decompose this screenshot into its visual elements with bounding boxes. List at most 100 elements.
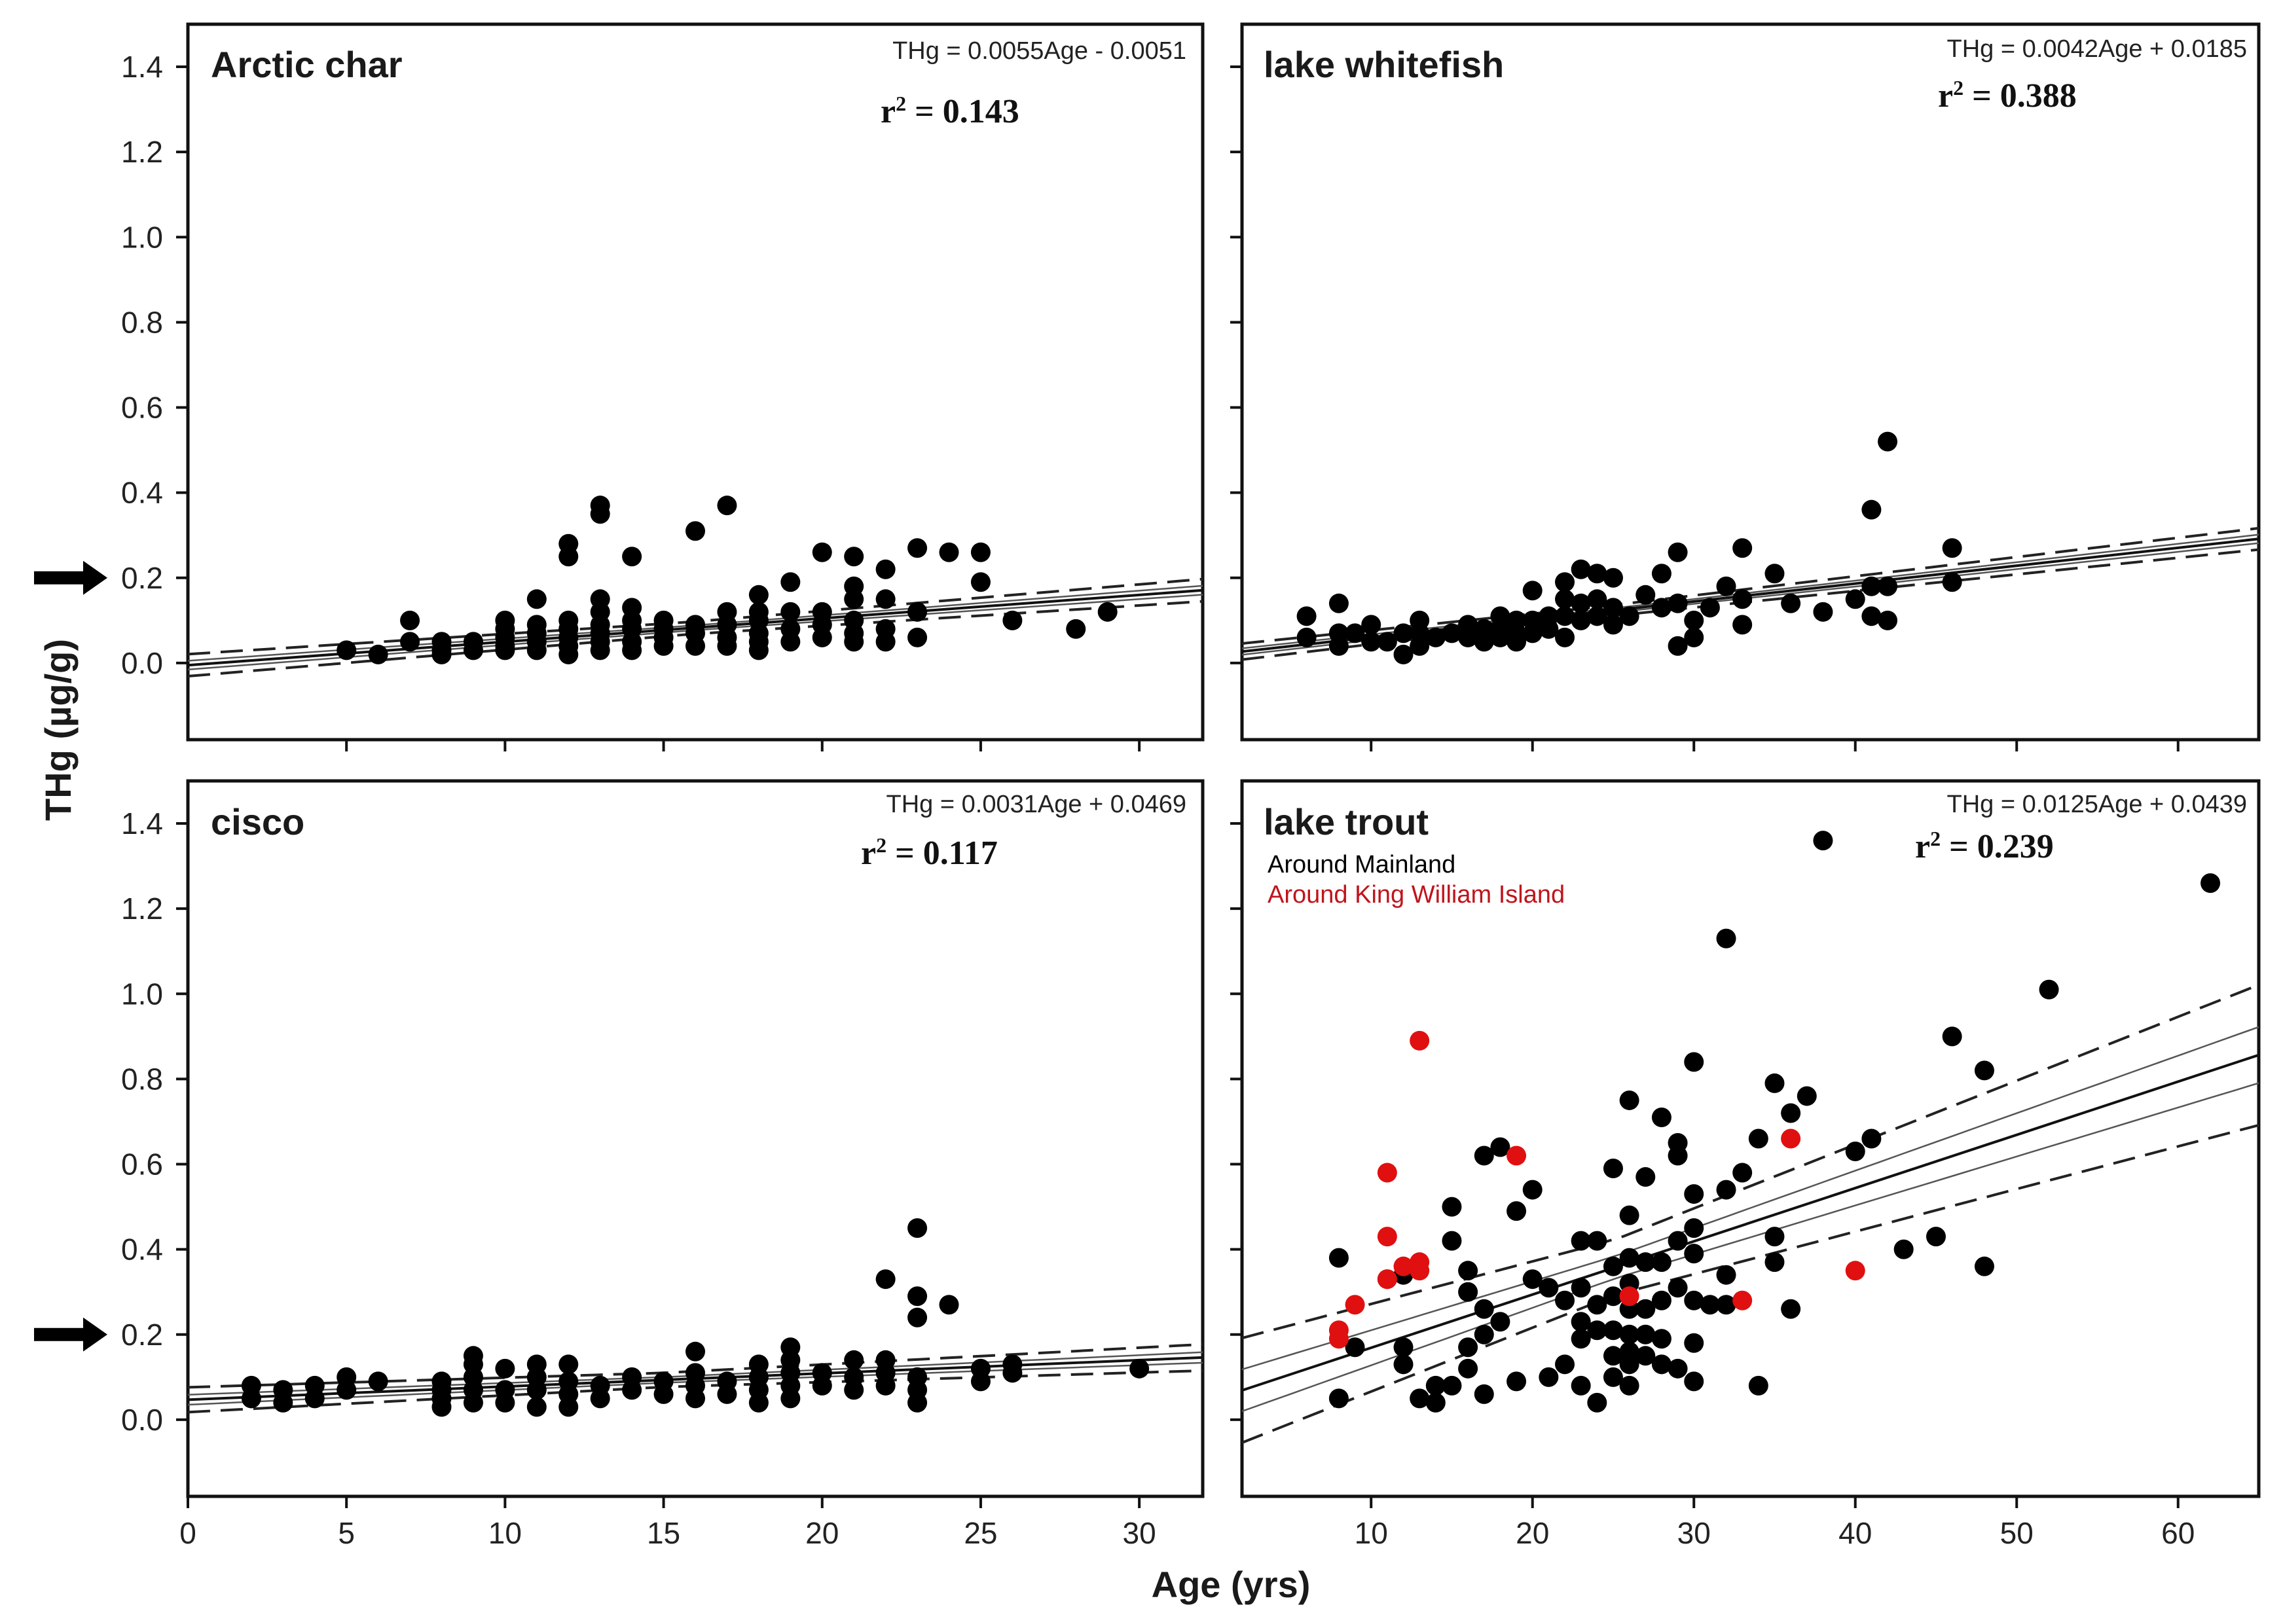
data-point [1651,1290,1671,1310]
y-tick-label: 0.6 [121,391,163,425]
data-points [241,1218,1150,1417]
r2-value: = 0.388 [1963,77,2077,115]
data-point [812,1375,832,1396]
data-point [1458,627,1478,647]
y-tick-label: 0.8 [121,1062,163,1096]
data-point [1442,623,1462,643]
data-point [1716,928,1736,948]
data-point [622,1380,642,1400]
data-point [1732,589,1753,609]
data-point [685,1388,705,1409]
data-point [939,542,959,562]
regression-line [1242,1053,2259,1392]
data-point [685,521,705,541]
data-point [1555,1290,1575,1310]
y-tick-label: 0.0 [121,1403,163,1437]
axis-ticks: 0.0 0.2 0.4 0.6 0.8 1.0 1.2 1.4 [34,50,1141,751]
y-tick-label: 0.2 [121,561,163,595]
data-point [1522,1180,1543,1200]
data-point [1878,576,1898,596]
data-point [368,1371,388,1392]
data-point [1603,615,1623,635]
data-point [717,496,737,516]
data-point [1684,1218,1704,1238]
data-point [907,1307,928,1327]
regression-equation: THg = 0.0031Age + 0.0469 [886,791,1186,818]
data-point [1651,564,1671,584]
data-point [1296,627,1317,647]
r-squared: r2 = 0.388 [1938,76,2077,115]
data-point-king-william [1345,1295,1365,1315]
data-point [1716,1180,1736,1200]
data-point [1603,1320,1623,1341]
r2-superscript: 2 [896,92,906,115]
data-point [1555,572,1575,592]
data-point [1684,627,1704,647]
data-point [1442,1231,1462,1251]
data-point [844,1350,864,1370]
ci-upper-line [1242,983,2259,1340]
data-point [1684,1290,1704,1310]
data-point [1700,598,1720,618]
data-point [1635,1299,1656,1319]
data-point [526,589,547,609]
data-point [1587,1392,1607,1413]
data-point [431,644,452,664]
data-point [844,547,864,567]
axis-ticks [1230,65,2180,751]
data-point [1668,1278,1688,1298]
data-point [495,640,515,660]
data-point [685,1341,705,1362]
regression-equation: THg = 0.0042Age + 0.0185 [1947,35,2247,63]
panel-frame [186,779,1205,1498]
data-point [1539,1367,1559,1387]
data-point [1619,1354,1639,1375]
data-point [1861,606,1882,626]
data-point [1700,1295,1720,1315]
r-squared: r2 = 0.239 [1915,827,2054,865]
data-point [368,644,388,664]
data-point [1635,585,1656,605]
x-tick-label: 15 [647,1516,680,1550]
data-point [558,644,579,664]
data-point [1619,1205,1639,1225]
data-point [431,1397,452,1417]
data-point [875,589,896,609]
data-point [1748,1128,1768,1149]
data-point [1571,1375,1591,1396]
data-point-king-william [1377,1227,1397,1247]
data-point [526,1397,547,1417]
data-point [590,1388,610,1409]
data-point-king-william [1410,1261,1430,1281]
data-point [1377,632,1397,652]
data-point-king-william [1377,1269,1397,1290]
data-point [1651,1329,1671,1349]
data-point [241,1388,261,1409]
data-point [558,1354,579,1375]
data-point [875,1269,896,1290]
r2-superscript: 2 [1930,827,1941,850]
data-point [1393,644,1414,664]
data-point [844,1380,864,1400]
data-point [1571,1278,1591,1298]
data-point [1716,1265,1736,1285]
data-point [1619,1375,1639,1396]
ci-inner-upper-line [1242,1026,2259,1371]
y-tick-label: 0.4 [121,476,163,510]
data-point [1587,589,1607,609]
data-point [526,640,547,660]
data-point [1651,598,1671,618]
data-point [1393,623,1414,643]
data-point [590,640,610,660]
axis-ticks: 0.0 0.2 0.4 0.6 0.8 1.0 1.2 1.4 0 5 10 15 20 25 30 [34,806,1156,1550]
data-point [907,538,928,558]
arrow-marker [34,560,107,595]
data-point [1539,619,1559,639]
data-point [463,640,483,660]
data-point [1555,1354,1575,1375]
panel-frame [1240,22,2261,742]
data-point [1490,627,1510,647]
data-point [1458,1282,1478,1302]
data-point [1474,1146,1494,1166]
data-point [463,1392,483,1413]
